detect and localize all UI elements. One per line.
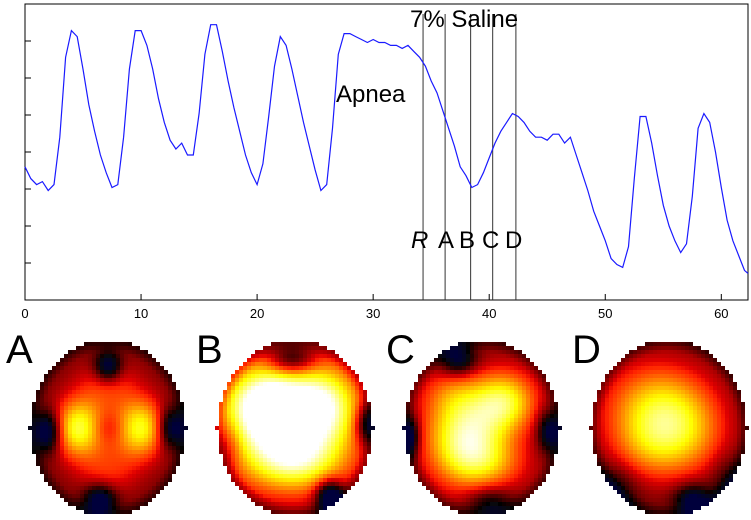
plot-frame [24,3,749,301]
x-tick-label: 30 [366,306,380,321]
eit-image-A [28,338,188,518]
series-line [24,24,749,274]
eit-image-C [402,338,562,518]
x-tick-label: 10 [134,306,148,321]
marker-label-A: A [438,227,454,254]
eit-image-D [589,338,749,518]
x-tick-labels: 0 10 20 30 40 50 60 [21,306,728,321]
saline-annotation: 7% Saline [410,6,518,33]
apnea-annotation: Apnea [336,81,406,108]
x-tick-label: 60 [714,306,728,321]
chart-axes [24,3,749,301]
marker-label-D: D [505,227,522,254]
eit-image-B [215,338,375,518]
vertical-markers [422,14,517,300]
impedance-chart: 0 10 20 30 40 50 60 7% Saline Apnea R A B C D [21,3,749,321]
x-tick-label: 0 [21,306,28,321]
marker-label-R: R [411,227,428,254]
marker-label-C: C [482,227,499,254]
marker-label-B: B [459,227,475,254]
x-tick-label: 50 [598,306,612,321]
x-tick-label: 40 [482,306,496,321]
x-tick-label: 20 [250,306,264,321]
